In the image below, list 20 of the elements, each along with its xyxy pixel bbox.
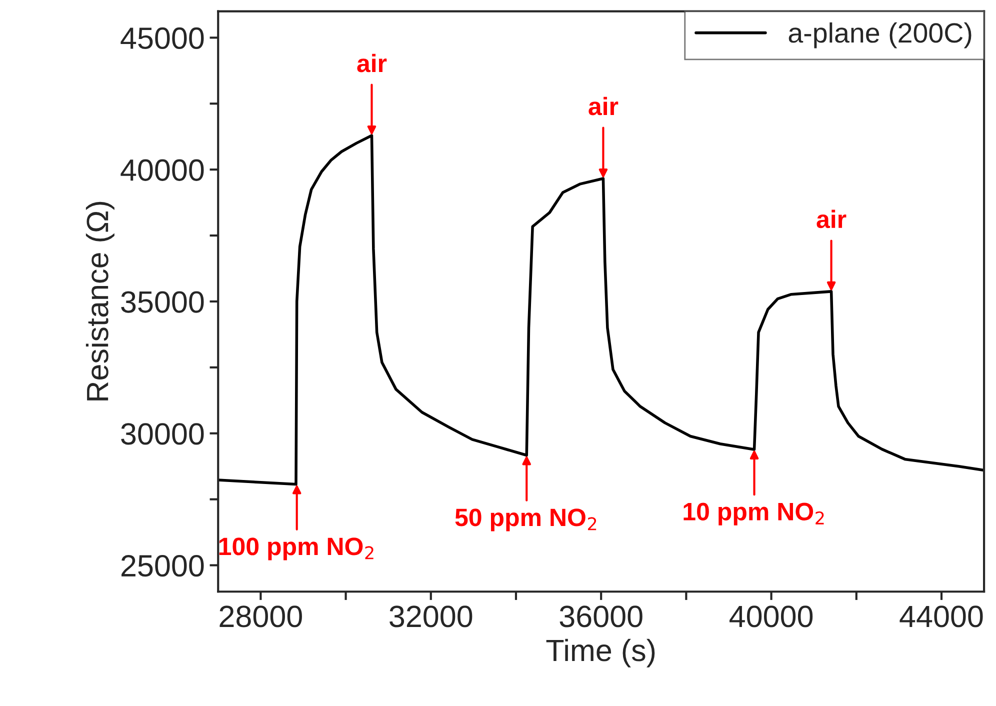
x-tick-label: 40000 [730,606,813,628]
legend-label: a-plane (200C) [788,22,972,48]
y-tick-label: 30000 [121,423,204,445]
x-tick-label: 28000 [220,606,302,628]
y-tick-label: 35000 [121,291,204,313]
x-tick-label: 36000 [560,606,642,628]
y-tick-label: 40000 [120,159,204,181]
y-axis-title: Resistance (Ω) [86,202,114,400]
y-tick-label: 45000 [120,27,204,50]
x-tick-label: 32000 [390,606,472,628]
annotation: air [588,96,618,116]
x-axis-title: Time (s) [546,638,655,668]
annotation: 50 ppm NO$_{2}$ [455,508,596,532]
line-series [218,134,984,486]
annotation: air [816,210,846,228]
annotation: 100 ppm NO$_{2}$ [219,538,374,560]
annotation: air [357,54,387,72]
annotation: 10 ppm NO$_{2}$ [684,502,824,526]
x-tick-label: 44000 [900,606,983,628]
y-tick-label: 25000 [122,554,204,577]
